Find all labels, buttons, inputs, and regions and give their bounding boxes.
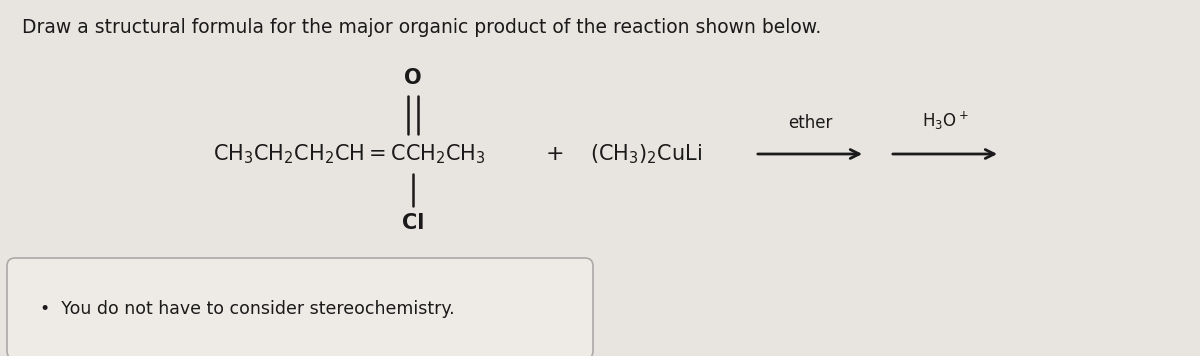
Text: $\mathsf{H_3O^+}$: $\mathsf{H_3O^+}$ bbox=[922, 110, 968, 132]
Text: $\mathsf{CH_2CH_3}$: $\mathsf{CH_2CH_3}$ bbox=[406, 142, 486, 166]
Text: Draw a structural formula for the major organic product of the reaction shown be: Draw a structural formula for the major … bbox=[22, 18, 821, 37]
FancyBboxPatch shape bbox=[7, 258, 593, 356]
Text: ether: ether bbox=[788, 114, 832, 132]
Text: •  You do not have to consider stereochemistry.: • You do not have to consider stereochem… bbox=[40, 299, 455, 318]
Text: Cl: Cl bbox=[402, 213, 424, 233]
Text: $\mathsf{CH_3CH_2CH_2CH{=}C}$: $\mathsf{CH_3CH_2CH_2CH{=}C}$ bbox=[212, 142, 406, 166]
Text: O: O bbox=[404, 68, 422, 88]
Text: $\mathsf{(CH_3)_2CuLi}$: $\mathsf{(CH_3)_2CuLi}$ bbox=[590, 142, 702, 166]
Text: +: + bbox=[546, 144, 564, 164]
